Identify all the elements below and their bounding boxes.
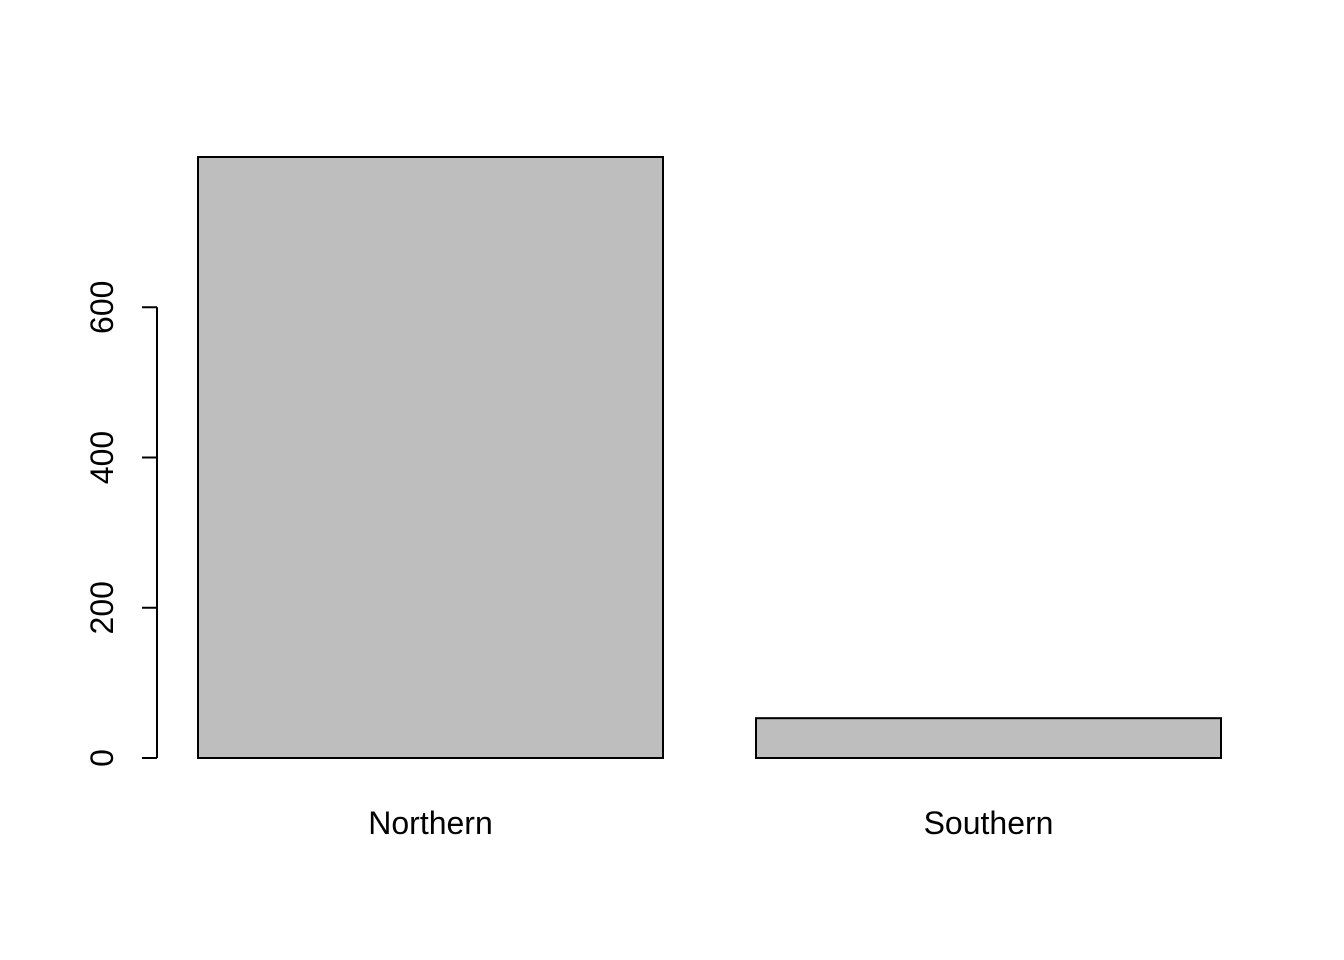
- bar-northern: [197, 156, 664, 759]
- x-category-label: Southern: [924, 805, 1054, 841]
- bars-group: [197, 156, 1222, 760]
- y-tick-label: 200: [84, 581, 120, 634]
- y-tick-label: 0: [84, 749, 120, 767]
- y-tick-label: 400: [84, 431, 120, 484]
- x-category-label: Northern: [368, 805, 493, 841]
- y-tick-label: 600: [84, 281, 120, 334]
- bar-southern: [755, 717, 1222, 760]
- x-axis-labels: Northern Southern: [368, 805, 1053, 841]
- y-axis: 0 200 400 600: [84, 281, 158, 767]
